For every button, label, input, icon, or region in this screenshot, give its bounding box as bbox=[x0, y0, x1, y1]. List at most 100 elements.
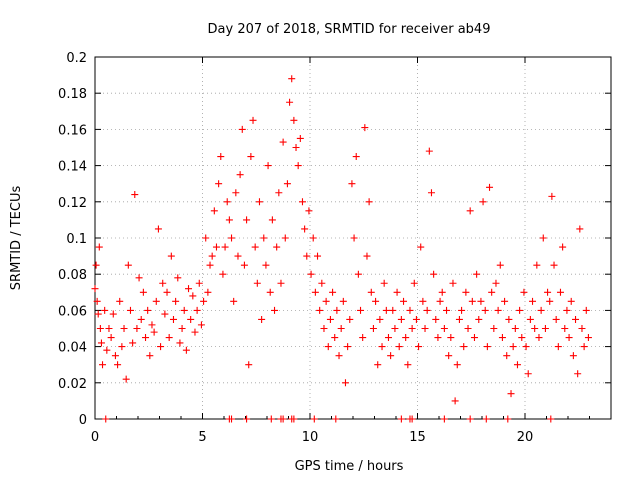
data-point bbox=[131, 191, 139, 199]
data-point bbox=[578, 325, 586, 332]
data-point bbox=[354, 270, 362, 278]
data-point bbox=[430, 270, 438, 278]
data-point bbox=[172, 297, 180, 305]
x-tick-label: 0 bbox=[91, 430, 99, 445]
data-point bbox=[152, 297, 160, 305]
data-point bbox=[286, 98, 294, 106]
data-point bbox=[559, 243, 567, 251]
data-point bbox=[554, 343, 562, 351]
data-point bbox=[565, 334, 573, 342]
data-point bbox=[357, 306, 365, 314]
data-point bbox=[221, 243, 229, 251]
data-point bbox=[365, 198, 373, 206]
data-point bbox=[236, 171, 244, 179]
y-axis-title: SRMTID / TECUs bbox=[9, 186, 24, 291]
y-tick-label: 0.16 bbox=[58, 123, 87, 138]
data-point bbox=[427, 189, 435, 197]
data-point bbox=[318, 279, 326, 287]
data-point bbox=[133, 325, 141, 332]
data-point bbox=[335, 352, 343, 360]
y-tick-label: 0.08 bbox=[58, 268, 87, 283]
data-point bbox=[253, 279, 261, 287]
data-point bbox=[550, 261, 558, 269]
data-point bbox=[397, 315, 405, 323]
y-tick-label: 0 bbox=[79, 413, 87, 428]
data-point bbox=[94, 310, 102, 318]
data-point bbox=[105, 325, 113, 332]
data-point bbox=[107, 334, 115, 342]
data-point bbox=[193, 306, 201, 314]
data-point bbox=[309, 234, 317, 242]
data-point bbox=[367, 288, 375, 296]
data-point bbox=[397, 415, 405, 423]
data-point bbox=[139, 288, 147, 296]
data-point bbox=[582, 306, 590, 314]
data-point bbox=[451, 397, 459, 405]
data-point bbox=[503, 352, 511, 360]
data-point bbox=[97, 339, 105, 347]
data-point bbox=[120, 325, 128, 332]
data-point bbox=[301, 225, 309, 233]
data-point bbox=[310, 415, 318, 423]
data-point bbox=[180, 306, 188, 314]
data-point bbox=[574, 370, 582, 378]
data-point bbox=[182, 346, 190, 354]
data-point bbox=[154, 225, 162, 233]
data-point bbox=[212, 243, 220, 251]
data-point bbox=[350, 234, 358, 242]
y-tick-label: 0.06 bbox=[58, 304, 87, 319]
data-point bbox=[114, 361, 122, 369]
data-point bbox=[169, 315, 177, 323]
data-point bbox=[292, 144, 300, 151]
data-point bbox=[195, 279, 203, 287]
data-point bbox=[481, 306, 489, 314]
data-point bbox=[417, 243, 425, 251]
data-point bbox=[346, 315, 354, 323]
data-point bbox=[509, 343, 517, 351]
y-tick-label: 0.2 bbox=[66, 51, 87, 66]
data-point bbox=[389, 306, 397, 314]
data-point bbox=[563, 306, 571, 314]
data-point bbox=[535, 334, 543, 342]
data-point bbox=[197, 321, 205, 329]
data-point bbox=[326, 315, 334, 323]
data-point bbox=[290, 116, 298, 124]
data-point bbox=[146, 352, 154, 360]
data-point bbox=[507, 390, 515, 398]
data-point bbox=[281, 234, 289, 242]
data-point bbox=[423, 306, 431, 314]
data-point bbox=[556, 288, 564, 296]
data-point bbox=[580, 343, 588, 351]
data-point bbox=[223, 198, 231, 206]
data-point bbox=[96, 325, 104, 332]
data-point bbox=[363, 252, 371, 260]
data-point bbox=[374, 361, 382, 369]
data-point bbox=[486, 183, 494, 191]
data-point bbox=[412, 315, 420, 323]
data-point bbox=[142, 334, 150, 342]
data-point bbox=[273, 243, 281, 251]
data-point bbox=[522, 343, 530, 351]
data-point bbox=[337, 325, 345, 332]
data-point bbox=[348, 180, 356, 188]
data-point bbox=[531, 325, 539, 332]
data-point bbox=[225, 216, 233, 224]
data-point bbox=[103, 346, 111, 354]
data-point bbox=[118, 343, 126, 351]
data-point bbox=[255, 198, 263, 206]
data-point bbox=[324, 343, 332, 351]
data-point bbox=[258, 315, 266, 323]
data-point bbox=[490, 325, 498, 332]
x-tick-label: 10 bbox=[302, 430, 319, 445]
data-point bbox=[294, 162, 302, 170]
data-point bbox=[445, 352, 453, 360]
data-point bbox=[219, 270, 227, 278]
data-point bbox=[488, 288, 496, 296]
data-point bbox=[548, 192, 556, 200]
data-point bbox=[262, 261, 270, 269]
data-point bbox=[165, 334, 173, 342]
data-point bbox=[230, 297, 238, 305]
data-point bbox=[544, 288, 552, 296]
x-tick-label: 5 bbox=[198, 430, 206, 445]
data-point bbox=[505, 315, 513, 323]
